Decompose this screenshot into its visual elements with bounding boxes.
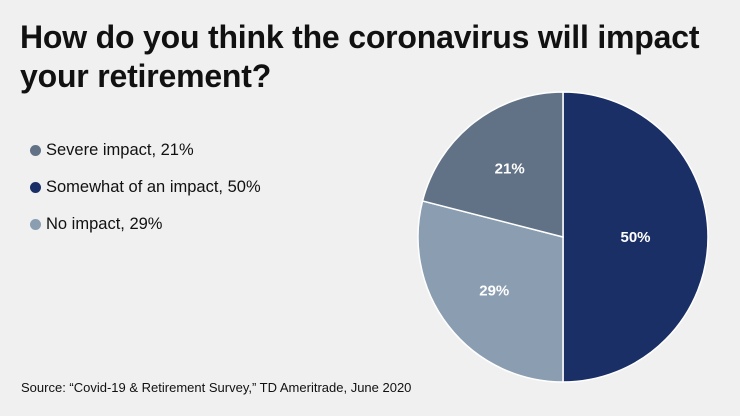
legend-swatch <box>30 219 41 230</box>
legend-item-somewhat: Somewhat of an impact, 50% <box>30 169 261 206</box>
legend-label: Somewhat of an impact, 50% <box>46 178 261 196</box>
legend-item-none: No impact, 29% <box>30 206 261 243</box>
source-note: Source: “Covid-19 & Retirement Survey,” … <box>21 380 412 395</box>
legend-label: No impact, 29% <box>46 215 163 233</box>
pie-slice-severe-impact <box>421 91 564 238</box>
legend: Severe impact, 21% Somewhat of an impact… <box>30 132 261 243</box>
data-label: 50% <box>620 229 650 246</box>
legend-item-severe: Severe impact, 21% <box>30 132 261 169</box>
legend-swatch <box>30 145 41 156</box>
chart-title: How do you think the coronavirus will im… <box>20 19 700 94</box>
legend-label: Severe impact, 21% <box>46 141 194 159</box>
pie-slice-no-impact <box>417 200 564 383</box>
legend-swatch <box>30 182 41 193</box>
data-label: 21% <box>495 160 525 177</box>
pie-slice-somewhat-of-an-impact <box>562 91 709 383</box>
data-label: 29% <box>479 282 509 299</box>
